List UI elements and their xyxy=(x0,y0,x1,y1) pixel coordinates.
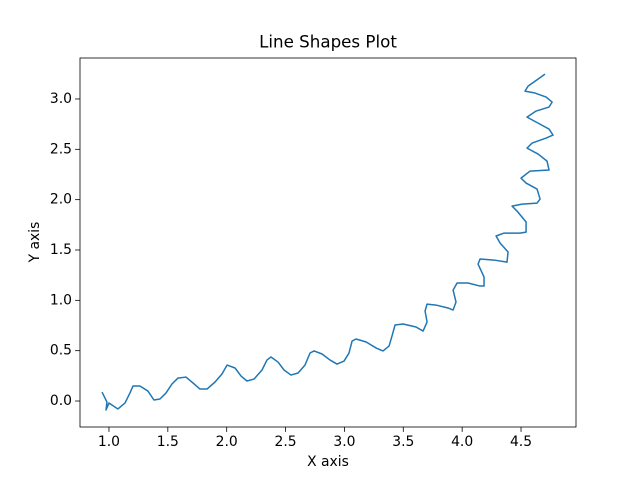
y-tick-label: 1.0 xyxy=(50,292,72,308)
x-axis-label: X axis xyxy=(307,454,349,470)
x-tick-label: 4.0 xyxy=(451,434,473,450)
y-tick-label: 2.0 xyxy=(50,192,72,208)
chart-title: Line Shapes Plot xyxy=(259,32,397,52)
y-axis-label: Y axis xyxy=(27,222,43,264)
y-tick-label: 0.0 xyxy=(50,393,72,409)
x-tick-label: 4.5 xyxy=(510,434,532,450)
data-line xyxy=(101,73,554,411)
axes-frame xyxy=(79,57,577,428)
x-tick-label: 3.5 xyxy=(392,434,414,450)
y-tick-label: 1.5 xyxy=(50,242,72,258)
x-tick-label: 1.5 xyxy=(157,434,179,450)
y-tick-label: 3.0 xyxy=(50,91,72,107)
x-tick-label: 2.0 xyxy=(216,434,238,450)
y-tick-label: 2.5 xyxy=(50,141,72,157)
x-tick-label: 1.0 xyxy=(98,434,120,450)
y-tick-label: 0.5 xyxy=(50,343,72,359)
x-tick-label: 2.5 xyxy=(275,434,297,450)
x-tick-label: 3.0 xyxy=(333,434,355,450)
